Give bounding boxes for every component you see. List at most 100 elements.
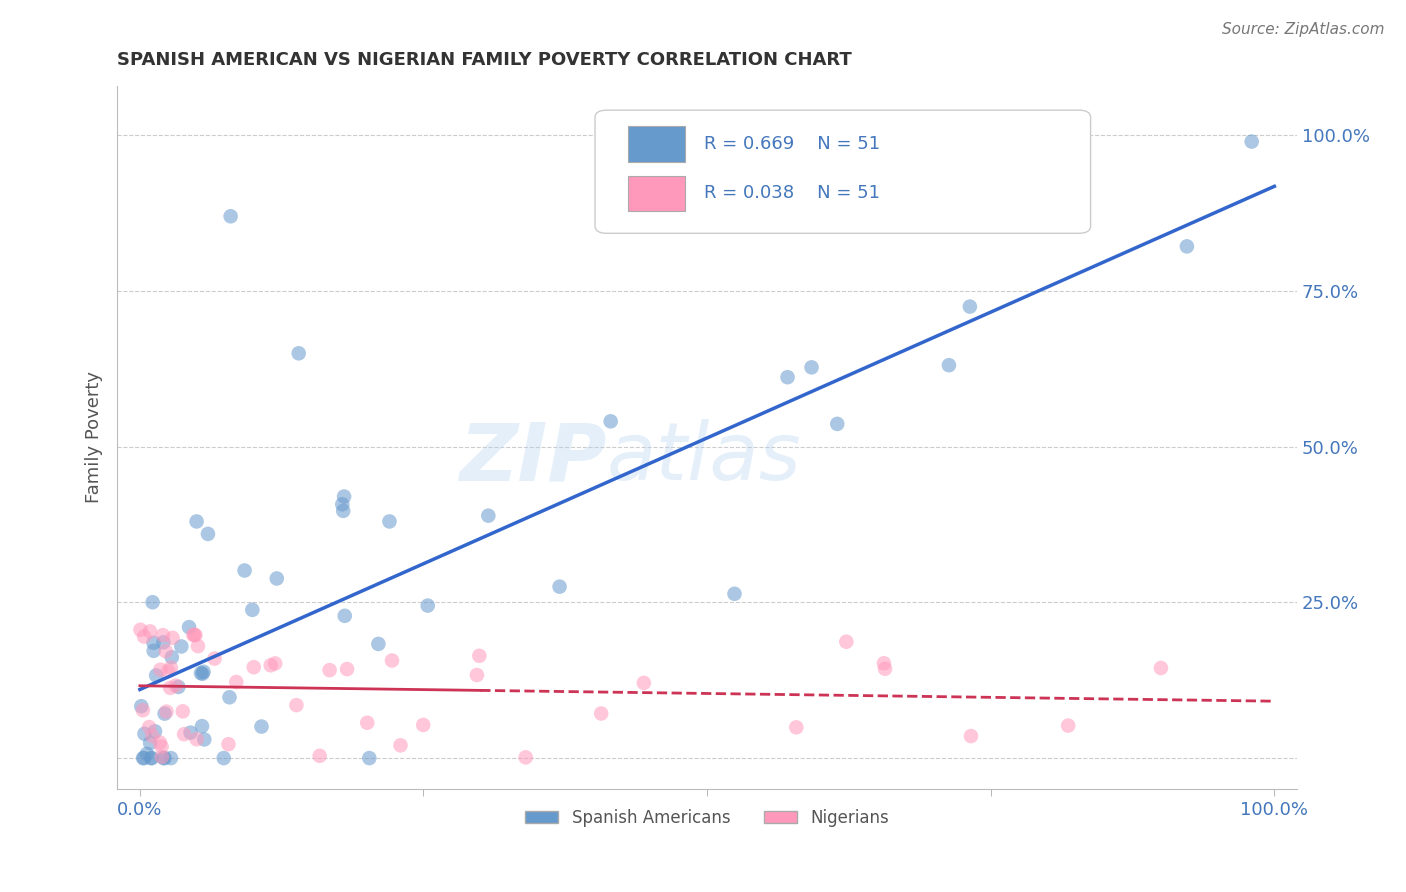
Point	[187, 639, 209, 653]
Point	[477, 508, 499, 523]
Point	[191, 719, 214, 733]
Point	[218, 690, 240, 705]
Point	[333, 608, 356, 623]
Point	[143, 724, 166, 739]
Point	[157, 665, 180, 679]
Point	[142, 644, 165, 658]
Point	[776, 370, 799, 384]
Point	[132, 751, 155, 765]
Point	[515, 750, 537, 764]
Point	[160, 751, 183, 765]
Point	[219, 209, 242, 223]
Text: Source: ZipAtlas.com: Source: ZipAtlas.com	[1222, 22, 1385, 37]
Text: atlas: atlas	[607, 419, 801, 498]
Point	[139, 736, 162, 750]
Point	[132, 703, 155, 717]
Text: R = 0.038    N = 51: R = 0.038 N = 51	[703, 184, 880, 202]
Point	[160, 660, 183, 674]
Point	[181, 628, 204, 642]
Point	[412, 718, 434, 732]
Point	[134, 727, 156, 741]
Point	[318, 663, 340, 677]
Point	[184, 628, 207, 642]
Point	[825, 417, 848, 431]
Text: R = 0.669    N = 51: R = 0.669 N = 51	[703, 135, 880, 153]
Point	[378, 515, 401, 529]
Point	[233, 564, 256, 578]
Point	[359, 751, 381, 765]
Point	[155, 644, 177, 658]
Point	[183, 628, 205, 642]
Point	[873, 657, 896, 671]
Point	[330, 497, 353, 511]
Point	[132, 751, 155, 765]
Y-axis label: Family Poverty: Family Poverty	[86, 371, 103, 503]
Point	[193, 732, 215, 747]
Point	[138, 720, 160, 734]
Point	[159, 681, 181, 695]
Point	[308, 748, 330, 763]
Point	[150, 749, 173, 764]
Point	[141, 751, 163, 765]
Text: SPANISH AMERICAN VS NIGERIAN FAMILY POVERTY CORRELATION CHART: SPANISH AMERICAN VS NIGERIAN FAMILY POVE…	[117, 51, 852, 69]
Point	[129, 699, 152, 714]
Point	[1175, 239, 1198, 253]
Point	[333, 490, 356, 504]
Point	[172, 704, 194, 718]
Point	[266, 571, 288, 585]
Point	[186, 515, 208, 529]
Point	[129, 623, 152, 637]
Point	[217, 737, 239, 751]
Point	[167, 680, 190, 694]
Point	[204, 651, 226, 665]
Point	[1150, 661, 1173, 675]
Point	[180, 725, 202, 739]
FancyBboxPatch shape	[628, 127, 685, 161]
Point	[242, 660, 264, 674]
Point	[173, 727, 195, 741]
Point	[212, 751, 235, 765]
Point	[186, 732, 208, 747]
Point	[633, 676, 655, 690]
Point	[197, 527, 219, 541]
Point	[152, 751, 174, 765]
Point	[548, 580, 571, 594]
Point	[152, 635, 174, 649]
Point	[193, 665, 215, 679]
FancyBboxPatch shape	[628, 176, 685, 211]
Point	[591, 706, 613, 721]
Point	[152, 628, 174, 642]
Point	[160, 650, 183, 665]
Point	[240, 603, 263, 617]
Point	[960, 729, 983, 743]
Point	[959, 300, 981, 314]
Point	[250, 720, 273, 734]
Point	[155, 705, 177, 719]
Point	[153, 706, 176, 721]
Point	[170, 640, 193, 654]
Point	[225, 675, 247, 690]
Legend: Spanish Americans, Nigerians: Spanish Americans, Nigerians	[519, 802, 896, 834]
Point	[465, 668, 488, 682]
Point	[139, 624, 162, 639]
Point	[356, 715, 378, 730]
Point	[785, 720, 807, 734]
Point	[141, 751, 163, 765]
Point	[336, 662, 359, 676]
Point	[149, 663, 172, 677]
Point	[149, 735, 172, 749]
Point	[141, 729, 163, 743]
Point	[468, 648, 491, 663]
FancyBboxPatch shape	[595, 110, 1091, 234]
Point	[599, 414, 621, 428]
Point	[381, 653, 404, 667]
Point	[162, 631, 184, 645]
Point	[142, 636, 165, 650]
Point	[416, 599, 439, 613]
Point	[938, 358, 960, 372]
Point	[1057, 718, 1080, 732]
Point	[367, 637, 389, 651]
Point	[1240, 135, 1263, 149]
Point	[132, 630, 155, 644]
Point	[135, 747, 157, 761]
